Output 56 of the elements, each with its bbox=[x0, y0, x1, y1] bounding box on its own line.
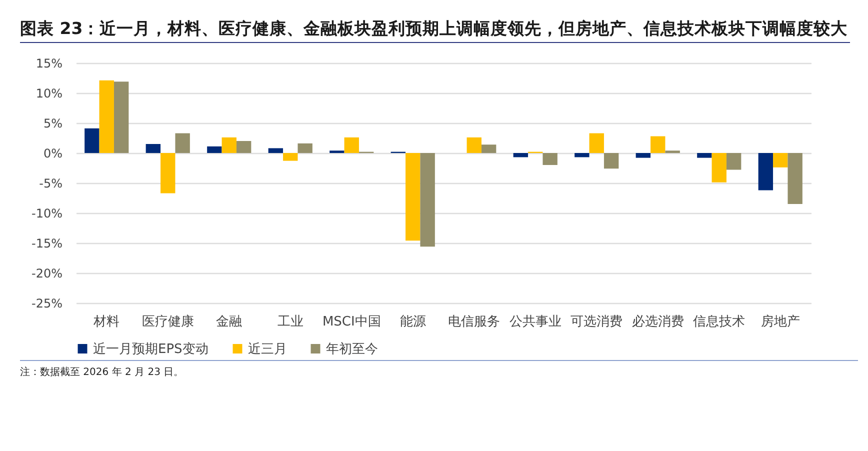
chart-title: 图表 23：近一月，材料、医疗健康、金融板块盈利预期上调幅度领先，但房地产、信息技术板块下调幅度较大 bbox=[20, 18, 850, 43]
x-tick-label: 房地产 bbox=[760, 314, 800, 330]
x-tick-label: 工业 bbox=[277, 314, 304, 330]
bar bbox=[298, 143, 312, 153]
bar bbox=[268, 148, 284, 153]
bar bbox=[604, 153, 619, 169]
legend-label: 近三月 bbox=[248, 342, 287, 357]
bar bbox=[344, 137, 359, 153]
x-tick-label: 可选消费 bbox=[570, 314, 623, 330]
x-tick-label: 公共事业 bbox=[509, 314, 562, 330]
y-tick-label: 5% bbox=[43, 116, 62, 130]
bar bbox=[420, 153, 435, 247]
bar bbox=[589, 133, 604, 153]
bar bbox=[726, 153, 742, 170]
y-tick-label: 0% bbox=[43, 146, 62, 160]
x-tick-label: 金融 bbox=[216, 314, 242, 330]
bar bbox=[175, 133, 190, 153]
bar bbox=[160, 153, 176, 194]
y-tick-label: 15% bbox=[36, 56, 62, 70]
bar bbox=[283, 153, 298, 161]
x-tick-label: 医疗健康 bbox=[142, 314, 194, 330]
y-tick-label: -10% bbox=[31, 206, 62, 220]
bar bbox=[542, 153, 558, 165]
bar bbox=[481, 144, 496, 153]
bar bbox=[406, 153, 420, 241]
x-tick-label: 必选消费 bbox=[632, 314, 684, 330]
text: 注：数据截至 2026 年 2 月 23 日。 bbox=[20, 366, 185, 379]
bar bbox=[788, 153, 802, 204]
y-tick-label: 10% bbox=[36, 86, 62, 100]
x-tick-label: MSCI中国 bbox=[322, 314, 381, 330]
x-tick-label: 材料 bbox=[92, 314, 120, 330]
legend-label: 年初至今 bbox=[326, 342, 378, 357]
bar bbox=[114, 82, 129, 153]
y-tick-label: -5% bbox=[39, 176, 62, 190]
x-tick-label: 电信服务 bbox=[448, 314, 500, 330]
bar bbox=[773, 153, 788, 168]
bar bbox=[697, 153, 712, 158]
bar bbox=[636, 153, 651, 158]
bar bbox=[513, 153, 528, 158]
bar bbox=[222, 137, 236, 153]
bar bbox=[466, 137, 482, 153]
y-tick-label: -20% bbox=[31, 266, 62, 280]
bar bbox=[207, 146, 222, 153]
bar bbox=[99, 80, 114, 153]
bar bbox=[758, 153, 774, 190]
y-tick-label: -15% bbox=[31, 236, 62, 250]
y-tick-label: -25% bbox=[31, 296, 62, 310]
x-tick-label: 信息技术 bbox=[693, 314, 746, 330]
legend-label: 近一月预期EPS变动 bbox=[93, 342, 208, 357]
x-tick-label: 能源 bbox=[400, 314, 426, 330]
bar bbox=[574, 153, 590, 158]
bar bbox=[84, 128, 100, 153]
bar bbox=[712, 153, 726, 182]
bar bbox=[236, 141, 252, 153]
bar bbox=[146, 144, 161, 153]
bar bbox=[650, 136, 666, 153]
